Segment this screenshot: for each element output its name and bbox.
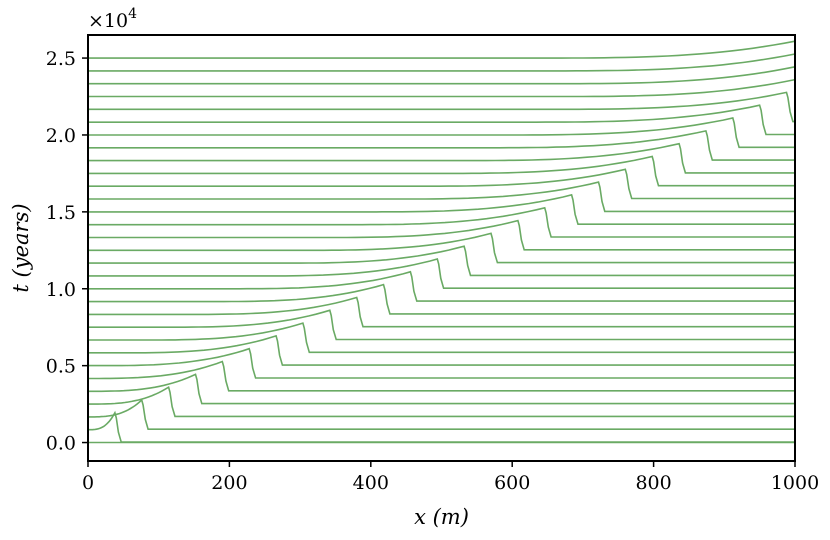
series-line-15 bbox=[88, 232, 795, 264]
series-line-20 bbox=[88, 168, 795, 200]
x-tick-label: 200 bbox=[211, 472, 247, 494]
series-line-2 bbox=[88, 398, 795, 430]
series-line-3 bbox=[88, 385, 795, 418]
series-line-8 bbox=[88, 322, 795, 354]
series-line-30 bbox=[88, 40, 796, 59]
series-line-25 bbox=[88, 104, 795, 136]
series-line-9 bbox=[88, 309, 795, 341]
series-line-29 bbox=[88, 53, 796, 72]
x-tick-label: 1000 bbox=[771, 472, 819, 494]
series-line-23 bbox=[88, 129, 795, 161]
series-line-22 bbox=[88, 142, 795, 174]
series-line-18 bbox=[88, 193, 795, 225]
series-line-4 bbox=[88, 373, 795, 405]
series-line-12 bbox=[88, 270, 795, 302]
y-tick-label: 1.5 bbox=[46, 202, 76, 224]
series-line-16 bbox=[88, 219, 795, 251]
x-tick-label: 400 bbox=[353, 472, 389, 494]
x-tick-label: 600 bbox=[494, 472, 530, 494]
x-tick-label: 0 bbox=[82, 472, 94, 494]
series-line-14 bbox=[88, 245, 795, 277]
y-axis-scale-label: ×104 bbox=[88, 6, 137, 32]
series-line-11 bbox=[88, 283, 795, 315]
x-axis-ticks: 0 200 400 600 800 1000 bbox=[82, 461, 819, 494]
y-tick-label: 0.0 bbox=[46, 433, 76, 455]
plot-frame bbox=[87, 34, 796, 462]
series-line-21 bbox=[88, 155, 795, 187]
series-line-1 bbox=[88, 410, 795, 443]
series-line-7 bbox=[88, 334, 795, 366]
series-line-28 bbox=[88, 66, 796, 85]
y-tick-label: 2.5 bbox=[46, 48, 76, 70]
series-traces bbox=[88, 40, 796, 444]
y-axis-label: t (years) bbox=[9, 203, 33, 292]
x-axis-label: x (m) bbox=[414, 505, 469, 529]
y-axis-ticks: 0.0 0.5 1.0 1.5 2.0 2.5 bbox=[46, 48, 88, 455]
series-line-27 bbox=[88, 78, 796, 98]
series-line-17 bbox=[88, 206, 795, 238]
series-line-5 bbox=[88, 360, 795, 392]
series-line-24 bbox=[88, 117, 795, 149]
series-line-19 bbox=[88, 181, 795, 213]
y-tick-label: 2.0 bbox=[46, 125, 76, 147]
series-line-10 bbox=[88, 296, 795, 328]
series-line-13 bbox=[88, 258, 795, 289]
series-line-6 bbox=[88, 347, 795, 379]
x-tick-label: 800 bbox=[635, 472, 671, 494]
y-tick-label: 0.5 bbox=[46, 356, 76, 378]
y-tick-label: 1.0 bbox=[46, 279, 76, 301]
series-line-26 bbox=[88, 91, 795, 123]
